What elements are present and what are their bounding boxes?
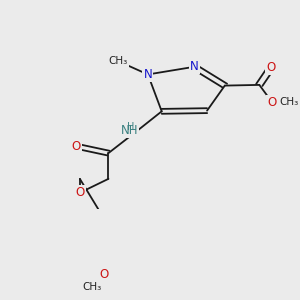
Text: CH₃: CH₃	[109, 56, 128, 66]
Text: O: O	[268, 96, 277, 109]
Text: H: H	[128, 122, 135, 132]
Text: N: N	[143, 68, 152, 81]
Text: CH₃: CH₃	[82, 282, 101, 292]
Text: O: O	[75, 186, 85, 199]
Text: O: O	[71, 140, 80, 153]
Text: O: O	[266, 61, 276, 74]
Text: NH: NH	[121, 124, 138, 136]
Text: N: N	[190, 60, 199, 73]
Text: CH₃: CH₃	[279, 97, 298, 107]
Text: O: O	[99, 268, 108, 281]
